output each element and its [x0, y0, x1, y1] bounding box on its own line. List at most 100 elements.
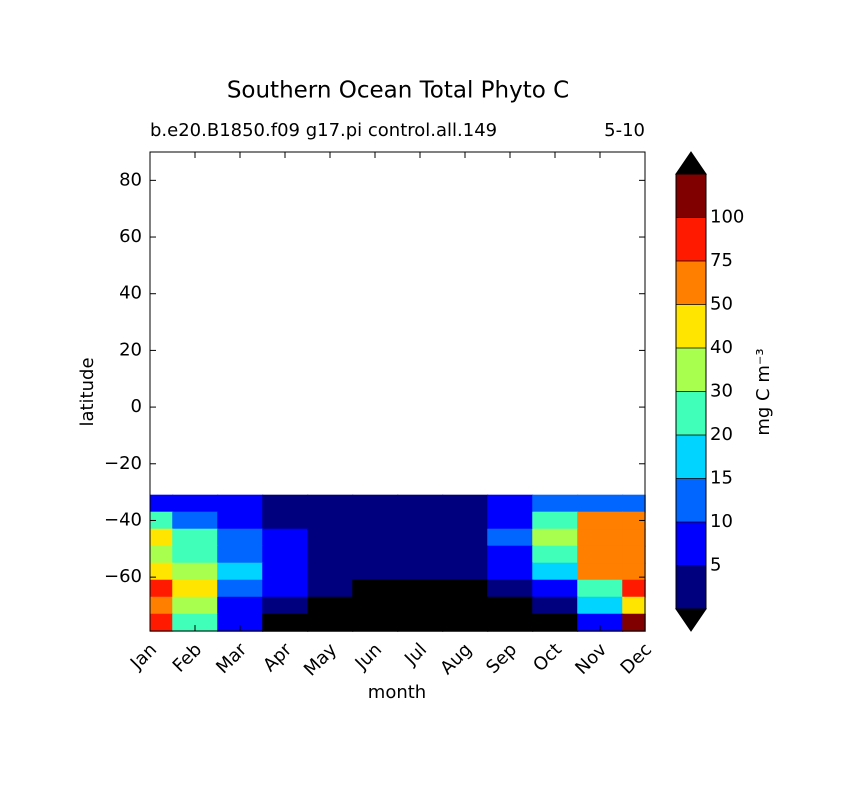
contour-cell — [217, 494, 264, 513]
x-tick-label: Nov — [571, 639, 611, 679]
contour-cell — [442, 545, 489, 564]
contour-cell — [532, 545, 579, 564]
colorbar-tick-label: 50 — [710, 294, 733, 315]
contour-cell — [352, 579, 399, 598]
contour-cell — [352, 511, 399, 530]
colorbar-segment — [676, 522, 706, 566]
contour-cell — [262, 511, 309, 530]
contour-cell — [487, 596, 534, 615]
contour-cell — [172, 494, 219, 513]
contour-cell — [217, 579, 264, 598]
colorbar-label: mg C m⁻³ — [753, 348, 774, 435]
colorbar-segment — [676, 217, 706, 261]
contour-cell — [307, 494, 354, 513]
colorbar-tick-label: 10 — [710, 511, 733, 532]
contour-cell — [442, 528, 489, 547]
y-axis-label: latitude — [77, 357, 98, 426]
y-tick-label: −40 — [104, 509, 142, 530]
contour-cell — [397, 562, 444, 581]
colorbar-segment — [676, 174, 706, 218]
contour-cell — [217, 562, 264, 581]
colorbar-tick-label: 40 — [710, 337, 733, 358]
contour-cell — [217, 528, 264, 547]
contour-cell — [577, 511, 624, 530]
colorbar-segment — [676, 304, 706, 348]
contour-cell — [172, 579, 219, 598]
contour-cell — [577, 562, 624, 581]
contour-cell — [217, 596, 264, 615]
colorbar-tick-label: 100 — [710, 207, 744, 228]
colorbar-tick-label: 5 — [710, 555, 721, 576]
subtitle-right: 5-10 — [604, 120, 645, 141]
colorbar-tick-label: 75 — [710, 250, 733, 271]
y-tick-label: −20 — [104, 453, 142, 474]
subtitle-left: b.e20.B1850.f09 g17.pi control.all.149 — [150, 120, 497, 141]
contour-cell — [149, 528, 174, 547]
contour-cell — [577, 528, 624, 547]
x-tick-label: Apr — [259, 639, 296, 676]
contour-cell — [442, 511, 489, 530]
contour-cell — [262, 494, 309, 513]
x-axis-label: month — [368, 682, 426, 703]
contour-cell — [217, 511, 264, 530]
contour-cell — [487, 562, 534, 581]
contour-cell — [352, 562, 399, 581]
contour-cell — [577, 579, 624, 598]
y-tick-label: 60 — [119, 226, 142, 247]
x-tick-label: Jul — [400, 639, 431, 670]
colorbar-segment — [676, 391, 706, 435]
x-tick-label: Aug — [436, 639, 476, 679]
x-tick-label: Jan — [126, 639, 161, 674]
contour-cell — [487, 545, 534, 564]
contour-cell — [307, 596, 354, 615]
colorbar-tick-label: 15 — [710, 468, 733, 489]
contour-cell — [622, 562, 646, 581]
contour-cell — [532, 494, 579, 513]
contour-cell — [217, 545, 264, 564]
contour-cell — [262, 596, 309, 615]
contour-cell — [622, 596, 646, 615]
contour-cell — [532, 511, 579, 530]
contour-cell — [577, 596, 624, 615]
contour-cell — [487, 528, 534, 547]
contour-cell — [172, 511, 219, 530]
contour-cell — [172, 545, 219, 564]
x-tick-label: Feb — [169, 639, 206, 676]
contour-cell — [442, 579, 489, 598]
colorbar-segment — [676, 478, 706, 522]
contour-cell — [577, 545, 624, 564]
contour-cell — [149, 579, 174, 598]
contour-cell — [307, 545, 354, 564]
contour-cell — [622, 613, 646, 632]
colorbar-segment — [676, 348, 706, 392]
colorbar-extend-top — [675, 151, 707, 175]
y-tick-label: 80 — [119, 169, 142, 190]
contour-cell — [397, 511, 444, 530]
chart-title: Southern Ocean Total Phyto C — [227, 78, 569, 104]
x-tick-label: Mar — [212, 639, 251, 678]
y-tick-label: 20 — [119, 339, 142, 360]
contour-cell — [352, 528, 399, 547]
contour-cell — [172, 596, 219, 615]
contour-cell — [442, 596, 489, 615]
contour-cell — [487, 511, 534, 530]
contour-cell — [307, 562, 354, 581]
plot-frame — [149, 151, 646, 632]
contour-cell — [307, 528, 354, 547]
contour-cell — [172, 528, 219, 547]
contour-cell — [622, 528, 646, 547]
contour-cell — [532, 528, 579, 547]
contour-cell — [149, 562, 174, 581]
contour-cell — [397, 545, 444, 564]
contour-cell — [622, 494, 646, 513]
contour-cell — [532, 579, 579, 598]
x-tick-label: Sep — [482, 639, 521, 678]
contour-cell — [397, 494, 444, 513]
x-tick-label: Jun — [351, 639, 386, 674]
contour-cell — [149, 596, 174, 615]
contour-cell — [622, 579, 646, 598]
contour-cell — [532, 596, 579, 615]
contour-cell — [262, 562, 309, 581]
colorbar-segment — [676, 565, 706, 609]
